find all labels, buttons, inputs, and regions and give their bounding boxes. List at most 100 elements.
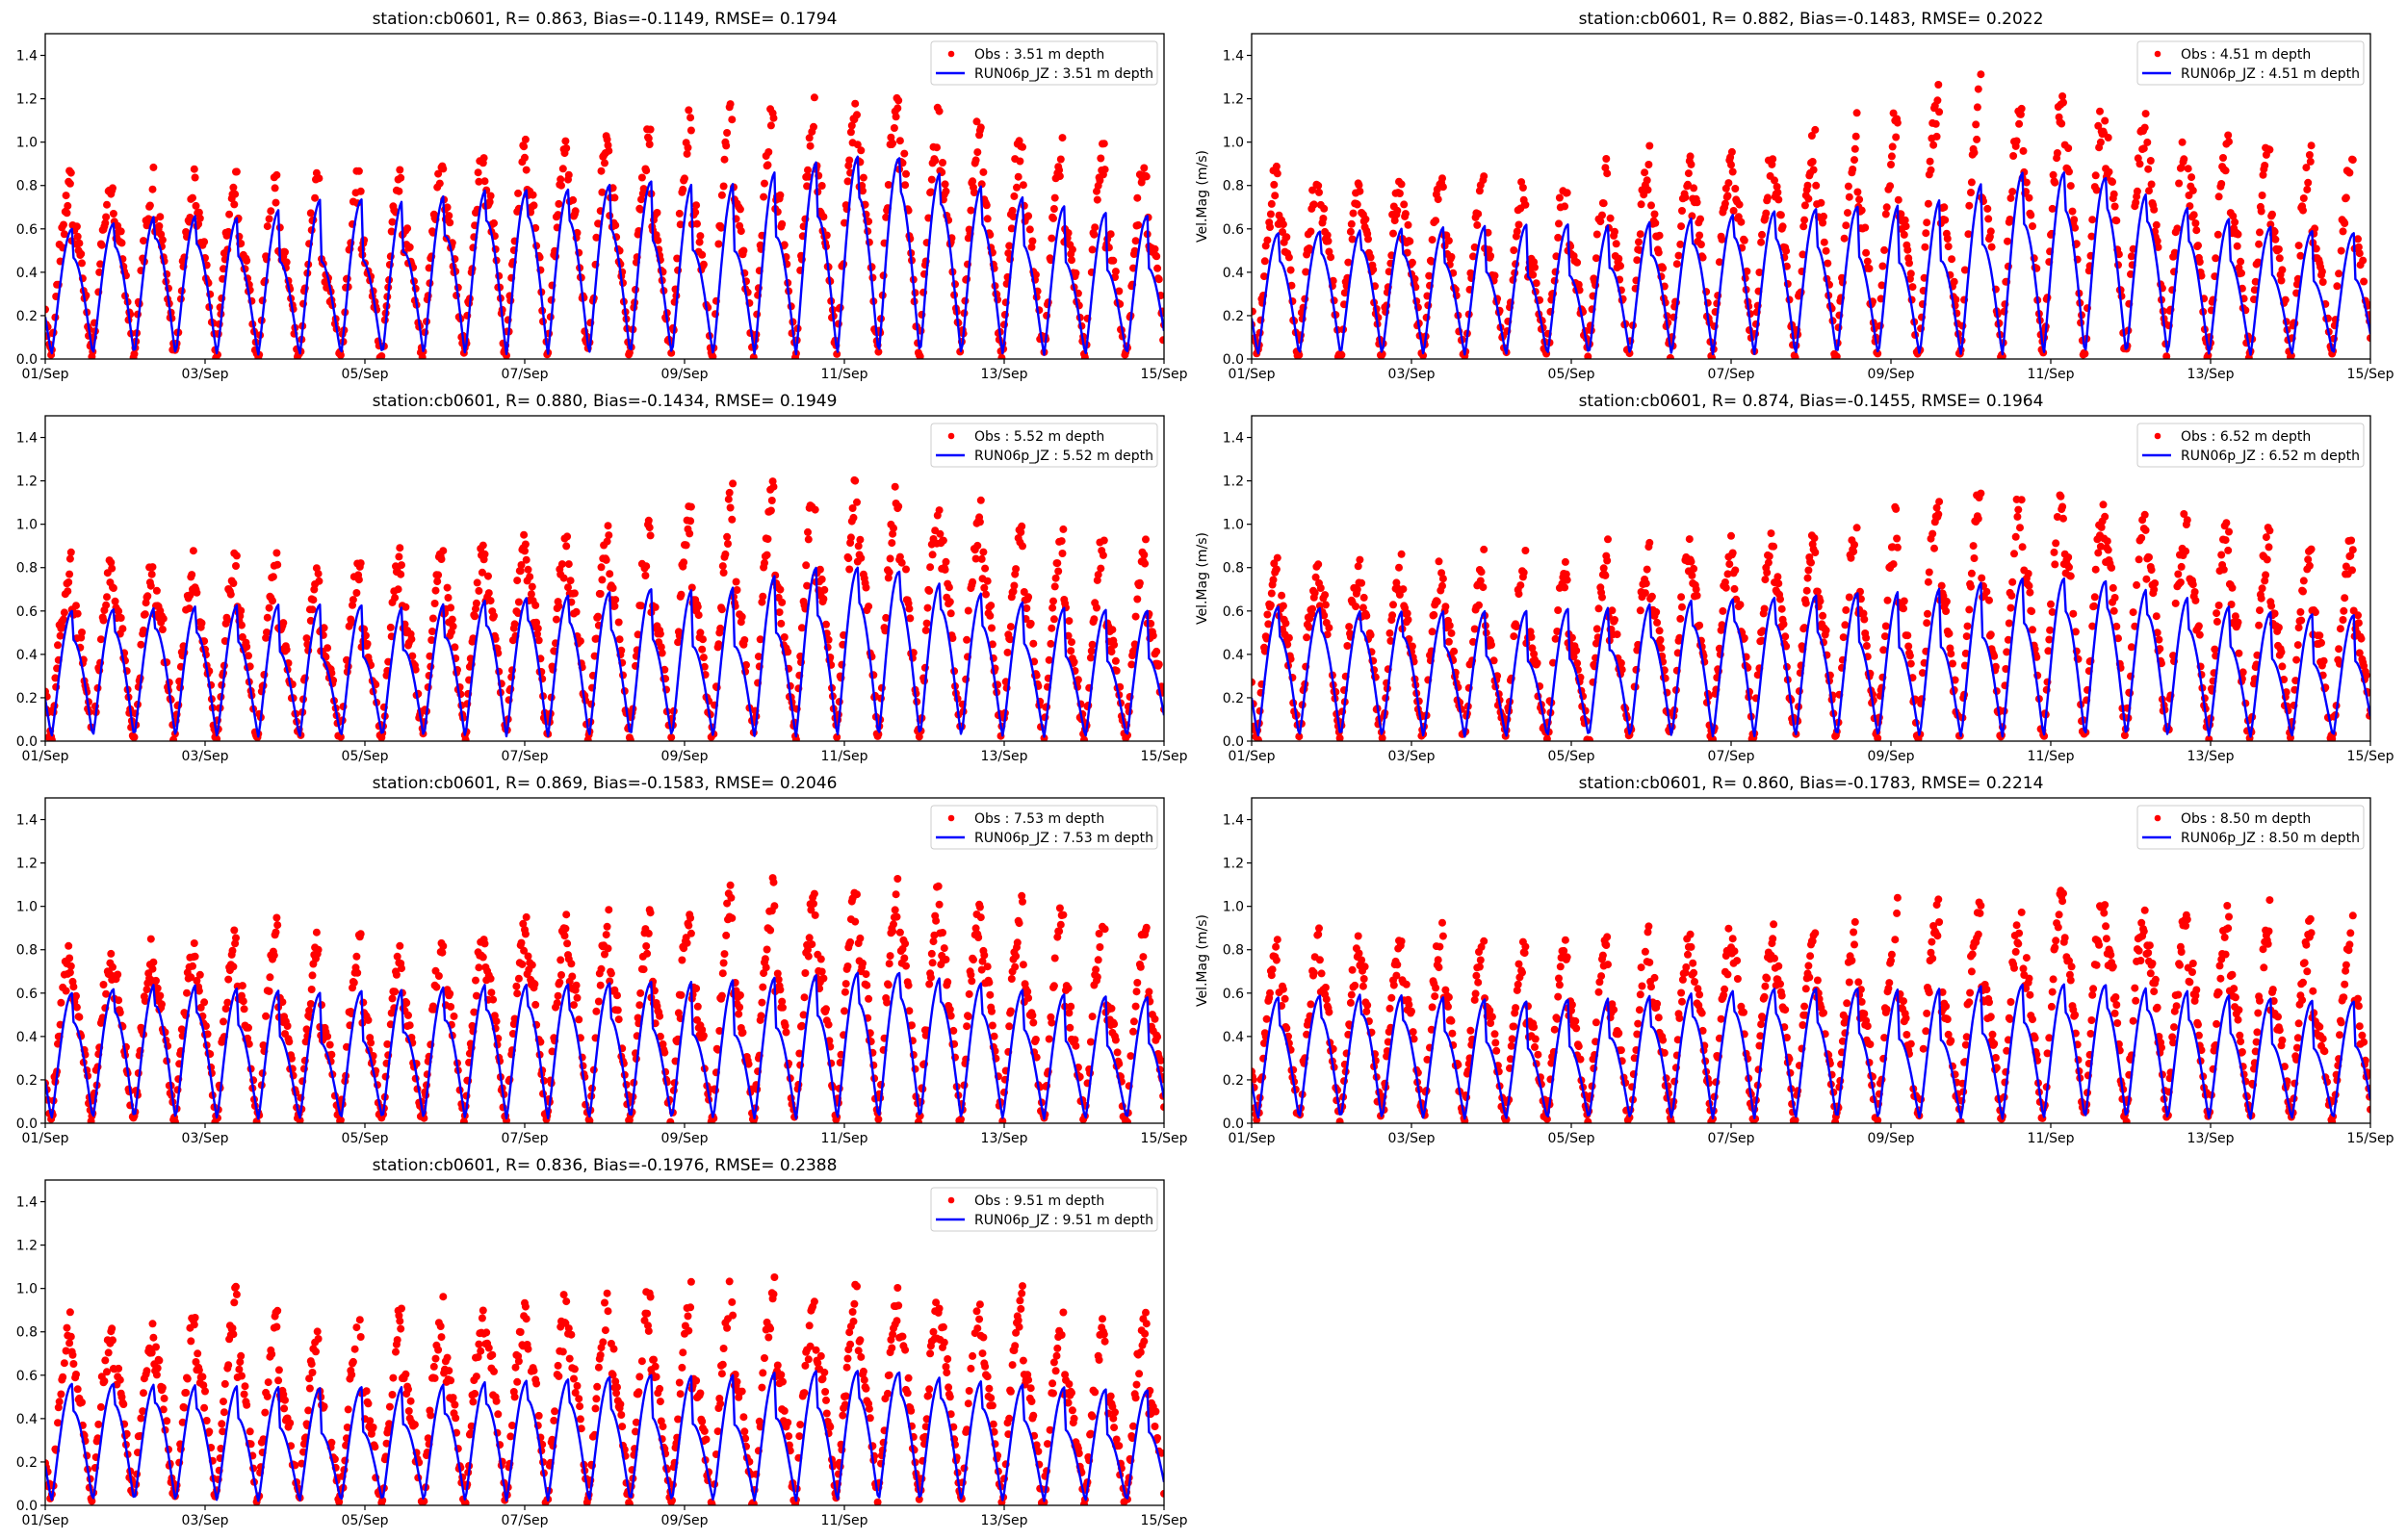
obs-point [982,201,991,210]
obs-point [2059,98,2067,107]
obs-point [354,167,363,175]
obs-point [2071,223,2080,232]
obs-point [1549,658,1557,667]
obs-point [1736,601,1745,609]
obs-point [101,218,110,227]
obs-point [426,652,434,660]
obs-point [2228,583,2237,592]
obs-point [1019,542,1026,551]
obs-point [853,498,861,506]
y-tick-label: 1.0 [16,136,38,151]
obs-point [232,552,241,560]
obs-point [921,626,930,634]
obs-point [1721,199,1729,208]
obs-point [1388,611,1397,620]
obs-point [60,230,68,239]
obs-point [1902,222,1910,231]
obs-point [1386,636,1395,645]
obs-point [1804,194,1813,203]
obs-point [1696,241,1705,248]
obs-point [1937,581,1946,590]
obs-point [1029,639,1038,648]
obs-point [194,987,203,995]
obs-point [608,184,617,192]
obs-point [451,643,459,652]
obs-point [78,629,86,636]
obs-point [1567,633,1576,642]
obs-point [1842,221,1851,230]
obs-point [895,552,904,561]
obs-point [2114,634,2122,643]
obs-point [1270,559,1279,568]
obs-point [486,192,495,200]
obs-point [158,626,167,633]
obs-point [1080,353,1089,359]
obs-point [527,590,535,599]
obs-point [411,665,420,674]
plot-area [45,475,1164,741]
obs-point [1974,85,1982,93]
obs-point [1531,263,1539,271]
x-tick-label: 01/Sep [22,749,69,764]
obs-point [1100,140,1108,148]
obs-point [699,635,707,644]
obs-point [972,117,981,126]
obs-point [65,554,74,563]
obs-point [2302,164,2311,172]
obs-point [192,201,200,210]
obs-point [683,149,691,158]
obs-point [784,648,792,656]
obs-point [686,126,695,135]
obs-point [1031,270,1040,279]
obs-point [1943,235,1952,243]
y-tick-label: 0.6 [16,222,38,238]
obs-point [480,550,489,558]
obs-point [103,200,111,209]
obs-point [2081,349,2089,358]
obs-point [2016,524,2024,532]
obs-point [1308,604,1317,613]
obs-point [245,652,252,660]
obs-point [851,476,860,485]
obs-point [1644,161,1653,168]
obs-point [841,218,848,227]
obs-point [2262,571,2270,579]
obs-point [1963,622,1972,630]
obs-point [2096,107,2104,116]
obs-point [926,188,935,196]
obs-point [608,584,617,592]
obs-point [272,928,280,937]
obs-point [2065,563,2073,572]
obs-point [1684,169,1693,178]
obs-point [2018,543,2027,552]
obs-point [265,987,273,995]
obs-point [395,187,403,195]
obs-point [2278,662,2287,671]
obs-point [902,565,910,574]
obs-point [979,548,988,556]
obs-point [1653,618,1662,627]
obs-point [2317,638,2325,647]
obs-point [1295,350,1304,359]
obs-point [116,227,125,236]
obs-point [1131,612,1140,621]
y-tick-label: 0.6 [1223,222,1244,238]
obs-point [597,563,606,572]
obs-point [763,551,771,559]
obs-point [231,190,240,198]
obs-point [1718,235,1726,244]
plot-area [45,874,1164,1123]
subplot-3: station:cb0601, R= 0.880, Bias=-0.1434, … [16,392,1188,764]
obs-point [2222,519,2231,527]
obs-point [1904,642,1913,651]
obs-point [447,603,455,612]
obs-point [1269,576,1278,584]
obs-point [2006,603,2015,612]
obs-point [642,167,651,175]
obs-point [1944,243,1953,251]
obs-point [530,201,538,210]
obs-point [1991,662,2000,671]
obs-point [1428,236,1436,244]
obs-point [109,210,117,218]
obs-point [709,352,717,359]
